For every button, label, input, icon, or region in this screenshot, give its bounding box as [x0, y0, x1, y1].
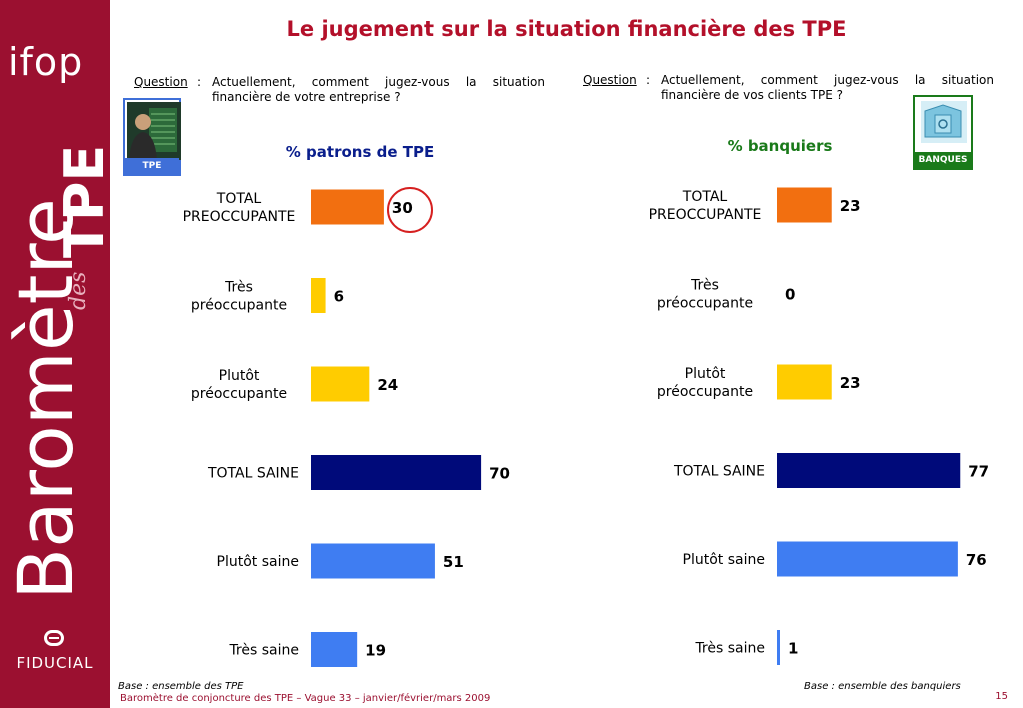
left-value-plutot-saine: 51: [443, 553, 464, 571]
left-value-total-saine: 70: [489, 465, 510, 483]
right-category-tres-saine: Très saine: [694, 641, 765, 657]
right-question-colon: :: [646, 73, 651, 87]
left-category-tres-preoccupante: Très préoccupante: [191, 280, 287, 314]
left-bar-total-preoccupante: [311, 189, 384, 225]
brand-sidebar: ifop Baromètre des TPE FIDUCIAL: [0, 0, 116, 708]
banques-badge-label: BANQUES: [915, 152, 971, 168]
right-category-total-saine: TOTAL SAINE: [673, 464, 765, 480]
left-category-plutot-preoccupante: Plutôt préoccupante: [191, 368, 287, 402]
right-bar-total-preoccupante: [777, 187, 832, 223]
right-value-plutot-saine: 76: [966, 551, 987, 569]
page-title: Le jugement sur la situation financière …: [286, 17, 847, 41]
right-chart-subtitle: % banquiers: [727, 137, 833, 155]
left-bar-total-saine: [311, 455, 482, 490]
left-value-tres-preoccupante: 6: [334, 288, 344, 306]
fiducial-brand: FIDUCIAL: [16, 654, 94, 672]
right-value-total-saine: 77: [968, 463, 989, 481]
left-question-colon: :: [197, 75, 202, 89]
left-chart-subtitle: % patrons de TPE: [285, 143, 435, 161]
fiducial-logo-icon: [44, 630, 64, 646]
right-question-text: Actuellement, comment jugez-vous la situ…: [661, 73, 994, 102]
right-bar-tres-saine: [777, 630, 780, 665]
right-bar-plutot-preoccupante: [777, 364, 832, 400]
page-number: 15: [995, 691, 1008, 702]
left-category-tres-saine: Très saine: [228, 643, 299, 659]
ifop-logo: ifop: [8, 40, 84, 84]
left-question-text: Actuellement, comment jugez-vous la situ…: [212, 75, 545, 104]
right-base-note: Base : ensemble des banquiers: [804, 681, 961, 692]
right-bar-total-saine: [777, 453, 961, 488]
footer-caption: Baromètre de conjoncture des TPE – Vague…: [120, 693, 491, 704]
right-value-tres-saine: 1: [788, 640, 798, 658]
banques-badge: BANQUES: [913, 95, 973, 170]
left-base-note: Base : ensemble des TPE: [118, 681, 244, 692]
left-bar-plutot-saine: [311, 543, 435, 579]
left-bar-tres-saine: [311, 632, 358, 667]
left-value-plutot-preoccupante: 24: [377, 376, 398, 394]
businessman-icon: [127, 102, 181, 160]
right-category-plutot-saine: Plutôt saine: [683, 552, 765, 568]
left-category-total-preoccupante: TOTAL PREOCCUPANTE: [183, 191, 296, 225]
right-value-tres-preoccupante: 0: [785, 286, 795, 304]
tpe-badge: TPE: [123, 98, 181, 176]
highlight-circle: [387, 187, 433, 233]
left-category-total-saine: TOTAL SAINE: [207, 466, 299, 482]
left-bar-tres-preoccupante: [311, 278, 326, 313]
right-category-plutot-preoccupante: Plutôt préoccupante: [657, 366, 753, 400]
right-category-total-preoccupante: TOTAL PREOCCUPANTE: [649, 189, 762, 223]
right-value-plutot-preoccupante: 23: [840, 374, 861, 392]
left-value-tres-saine: 19: [365, 642, 386, 660]
left-question-label: Question: [134, 75, 188, 89]
tpe-badge-label: TPE: [125, 158, 179, 174]
left-bar-plutot-preoccupante: [311, 366, 370, 402]
bank-vault-icon: [915, 97, 971, 152]
right-bar-plutot-saine: [777, 541, 958, 577]
left-category-plutot-saine: Plutôt saine: [217, 554, 299, 570]
right-category-tres-preoccupante: Très préoccupante: [657, 278, 753, 312]
right-value-total-preoccupante: 23: [840, 197, 861, 215]
right-bar-chart: 23 TOTAL PREOCCUPANTE 0 Très préoccupante 23 Pl…: [649, 187, 989, 665]
right-question-label: Question: [583, 73, 637, 87]
